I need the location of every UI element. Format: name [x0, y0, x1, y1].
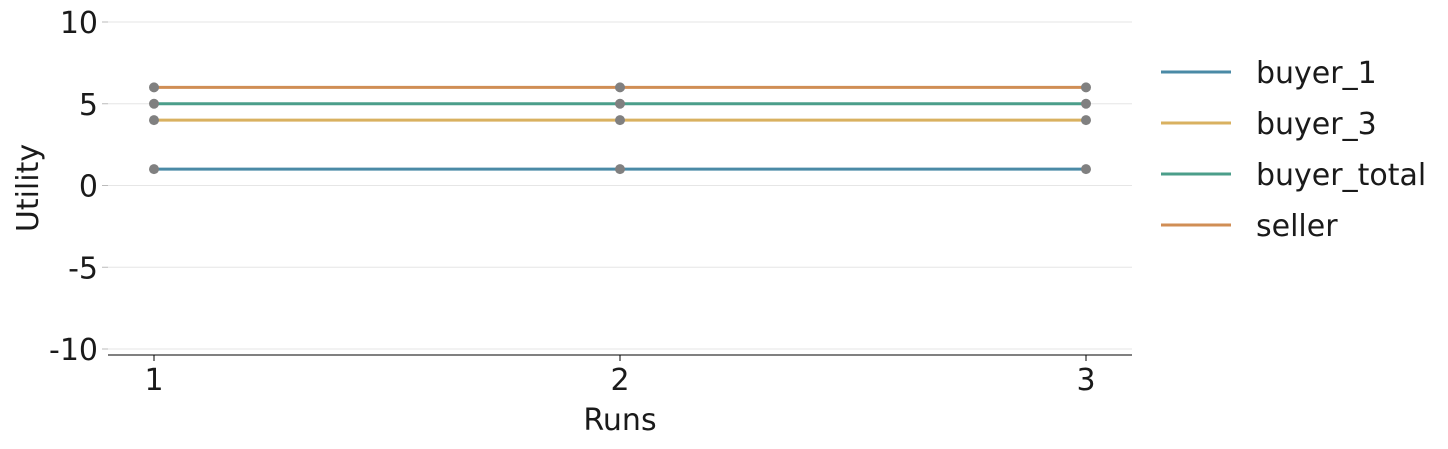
data-point-buyer_3: [615, 115, 625, 126]
data-point-buyer_total: [149, 98, 159, 109]
data-point-buyer_1: [1081, 164, 1091, 175]
data-points: [149, 82, 1091, 175]
y-tick-label: -10: [49, 333, 98, 368]
legend-label: buyer_1: [1256, 56, 1377, 91]
y-tick-label: 10: [60, 6, 98, 41]
data-point-buyer_1: [149, 164, 159, 175]
data-point-buyer_1: [615, 164, 625, 175]
data-point-seller: [615, 82, 625, 93]
legend-item-seller: seller: [1161, 209, 1338, 244]
legend-label: seller: [1256, 209, 1338, 244]
x-tick-label: 1: [144, 363, 163, 398]
x-axis-ticks: 1 2 3: [144, 355, 1096, 398]
gridlines: [108, 21, 1132, 350]
data-point-seller: [1081, 82, 1091, 93]
legend-item-buyer_1: buyer_1: [1161, 56, 1377, 91]
y-tick-label: 5: [79, 88, 98, 123]
data-point-seller: [149, 82, 159, 93]
x-tick-label: 3: [1076, 363, 1095, 398]
legend-label: buyer_total: [1256, 158, 1426, 193]
data-point-buyer_3: [149, 115, 159, 126]
data-point-buyer_total: [1081, 98, 1091, 109]
data-point-buyer_3: [1081, 115, 1091, 126]
y-tick-label: 0: [79, 170, 98, 205]
legend-item-buyer_3: buyer_3: [1161, 107, 1377, 142]
x-axis-title: Runs: [583, 403, 656, 438]
x-tick-label: 2: [610, 363, 629, 398]
data-point-buyer_total: [615, 98, 625, 109]
y-axis-title: Utility: [11, 144, 46, 232]
legend-item-buyer_total: buyer_total: [1161, 158, 1426, 193]
y-tick-label: -5: [68, 251, 98, 286]
legend-label: buyer_3: [1256, 107, 1377, 142]
y-axis-ticks: -10 -5 0 5 10: [49, 6, 108, 368]
